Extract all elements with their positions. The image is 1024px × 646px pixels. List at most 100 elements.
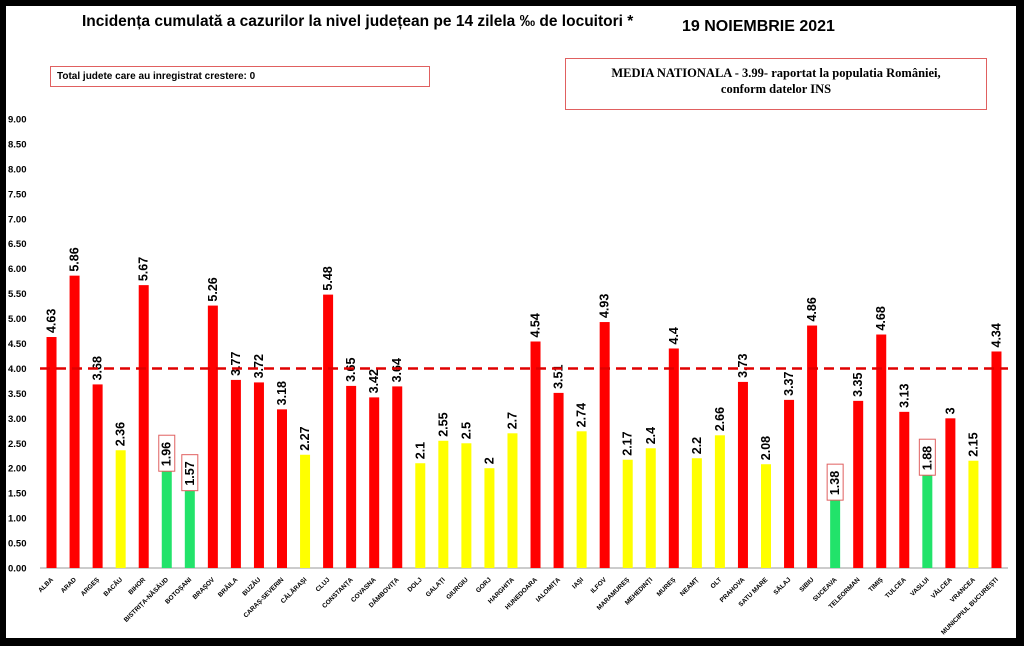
bar (507, 433, 518, 568)
category-label: BACĂU (101, 575, 124, 598)
y-tick-label: 8.00 (8, 164, 27, 175)
value-label-box (158, 434, 176, 472)
y-tick-label: 2.50 (8, 439, 27, 450)
value-label: 2.17 (621, 431, 635, 455)
value-label: 5.67 (137, 257, 151, 281)
value-label: 3.35 (851, 372, 865, 396)
value-label: 3.77 (229, 352, 243, 376)
y-tick-label: 5.50 (8, 289, 27, 300)
value-label: 3.18 (275, 381, 289, 405)
category-label: BRĂILA (216, 575, 240, 599)
value-label: 3.73 (736, 354, 750, 378)
growth-counties-text: Total judete care au inregistrat crester… (57, 71, 256, 82)
value-label: 2.7 (505, 412, 519, 429)
value-label: 3.65 (344, 358, 358, 382)
bar (761, 464, 771, 568)
y-tick-label: 4.50 (8, 339, 27, 350)
category-label: TIMIȘ (867, 576, 885, 594)
y-tick-label: 3.00 (8, 414, 27, 425)
bar (184, 489, 195, 568)
bar (46, 337, 57, 568)
value-label: 2 (482, 457, 496, 464)
value-label: 3.13 (897, 383, 911, 407)
bar (645, 448, 656, 568)
value-label: 2.08 (759, 436, 773, 460)
bar (553, 392, 564, 568)
value-label: 3.37 (782, 371, 796, 395)
value-label: 5.48 (321, 266, 335, 290)
value-label: 4.93 (598, 294, 612, 318)
bar (622, 459, 633, 568)
bar (438, 440, 449, 568)
value-label: 5.26 (206, 277, 220, 301)
bar (69, 275, 80, 568)
category-label: BRAȘOV (192, 576, 217, 601)
bar (300, 454, 311, 568)
bar (92, 384, 103, 568)
value-label: 2.74 (575, 403, 589, 427)
y-tick-label: 0.50 (8, 539, 27, 550)
y-tick-label: 7.00 (8, 214, 27, 225)
bar (138, 285, 149, 568)
report-date: 19 NOIEMBRIE 2021 (682, 18, 835, 35)
y-tick-label: 4.00 (8, 364, 27, 375)
bar (207, 305, 218, 568)
bar (369, 397, 380, 568)
bar (922, 474, 933, 568)
bar (807, 325, 818, 568)
bar (830, 499, 841, 568)
national-average-line1: MEDIA NATIONALA - 3.99- raportat la popu… (611, 66, 941, 80)
category-label: ARGEȘ (80, 576, 102, 598)
category-label: VÂLCEA (929, 575, 954, 600)
y-tick-label: 3.50 (8, 389, 27, 400)
bar (415, 463, 426, 568)
bar (968, 460, 979, 568)
y-tick-label: 9.00 (8, 115, 27, 126)
category-label: CLUJ (315, 576, 332, 593)
bar (253, 382, 264, 568)
value-label: 1.57 (183, 461, 197, 485)
y-tick-label: 6.00 (8, 264, 27, 275)
value-label: 3.64 (390, 358, 404, 382)
chart-title: Incidența cumulată a cazurilor la nivel … (82, 13, 634, 30)
y-tick-label: 0.00 (8, 564, 27, 575)
value-label: 2.36 (114, 422, 128, 446)
value-label: 2.27 (298, 426, 312, 450)
value-label: 2.5 (459, 422, 473, 439)
national-average-box: MEDIA NATIONALA - 3.99- raportat la popu… (565, 58, 987, 110)
value-label: 2.4 (644, 427, 658, 444)
category-label: VASLUI (909, 576, 931, 598)
category-label: IALOMIȚA (535, 576, 562, 603)
bar (115, 450, 126, 568)
bar (530, 341, 541, 568)
bar (346, 385, 357, 568)
value-label: 3.51 (552, 365, 566, 389)
bar (668, 348, 679, 568)
y-tick-label: 5.00 (8, 314, 27, 325)
value-label-box (181, 454, 199, 492)
category-label: ARAD (60, 576, 78, 594)
value-label: 2.55 (436, 412, 450, 436)
value-label-box (826, 463, 844, 501)
bar (714, 435, 725, 568)
bar (784, 399, 795, 568)
value-label: 2.15 (966, 432, 980, 456)
bar (876, 334, 887, 568)
value-label: 2.1 (413, 442, 427, 459)
bar (945, 418, 956, 568)
category-label: GIURGIU (445, 576, 470, 601)
category-label: DOLJ (406, 576, 423, 593)
category-label: SĂLAJ (771, 575, 793, 597)
value-label-box (918, 438, 936, 476)
national-average-line2: conform datelor INS (720, 82, 832, 96)
bar (991, 351, 1002, 568)
category-label: GALAȚI (425, 576, 447, 598)
value-label: 4.54 (529, 313, 543, 337)
bar (853, 400, 864, 568)
bar (323, 294, 334, 568)
bar (230, 379, 241, 568)
value-label: 4.86 (805, 297, 819, 321)
y-tick-label: 6.50 (8, 239, 27, 250)
category-label: GORJ (475, 576, 493, 594)
